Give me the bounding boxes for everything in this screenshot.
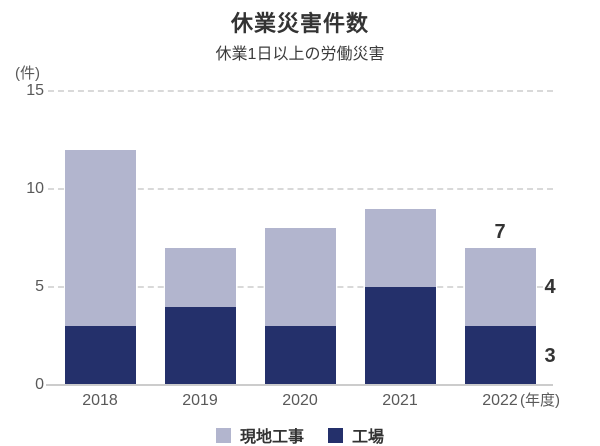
y-axis-unit-label: (件) xyxy=(15,65,40,82)
legend-swatch-koujou-icon xyxy=(328,427,343,443)
bar-2019-koujou-segment xyxy=(165,307,236,385)
gridline-y10 xyxy=(48,188,553,190)
bar-2021-genchi-segment xyxy=(365,209,436,287)
chart-title: 休業災害件数 xyxy=(230,11,369,36)
x-tick-label-2020: 2020 xyxy=(282,392,318,409)
y-tick-label-5: 5 xyxy=(35,278,44,295)
y-tick-label-10: 10 xyxy=(26,180,44,197)
x-axis-suffix-label: (年度) xyxy=(520,392,560,409)
annotation-工場: 3 xyxy=(544,345,556,367)
bar-2022-koujou-segment xyxy=(465,326,536,385)
chart-subtitle: 休業1日以上の労働災害 xyxy=(215,46,385,63)
x-axis-line xyxy=(46,384,553,386)
bar-2020-koujou-segment xyxy=(265,326,336,385)
bar-2020-genchi-segment xyxy=(265,228,336,326)
bar-2022-genchi-segment xyxy=(465,248,536,326)
chart-legend: 現地工事 工場 xyxy=(0,423,600,446)
x-tick-label-2022: 2022 xyxy=(482,392,518,409)
legend-label-genchi: 現地工事 xyxy=(239,429,304,446)
gridline-y15 xyxy=(48,90,553,92)
annotation-total: 7 xyxy=(494,221,506,243)
annotation-現地工事: 4 xyxy=(544,276,556,298)
bar-2019-genchi-segment xyxy=(165,248,236,307)
bar-2018-genchi-segment xyxy=(65,150,136,326)
y-tick-label-15: 15 xyxy=(26,82,44,99)
x-tick-label-2018: 2018 xyxy=(82,392,118,409)
legend-item-koujou: 工場 xyxy=(328,423,384,446)
x-tick-label-2021: 2021 xyxy=(382,392,418,409)
y-tick-label-0: 0 xyxy=(35,376,44,393)
x-tick-label-2019: 2019 xyxy=(182,392,218,409)
bar-2021-koujou-segment xyxy=(365,287,436,385)
legend-item-genchi: 現地工事 xyxy=(215,423,304,446)
bar-2018-koujou-segment xyxy=(65,326,136,385)
legend-swatch-genchi-icon xyxy=(215,427,231,443)
legend-label-koujou: 工場 xyxy=(352,429,385,446)
